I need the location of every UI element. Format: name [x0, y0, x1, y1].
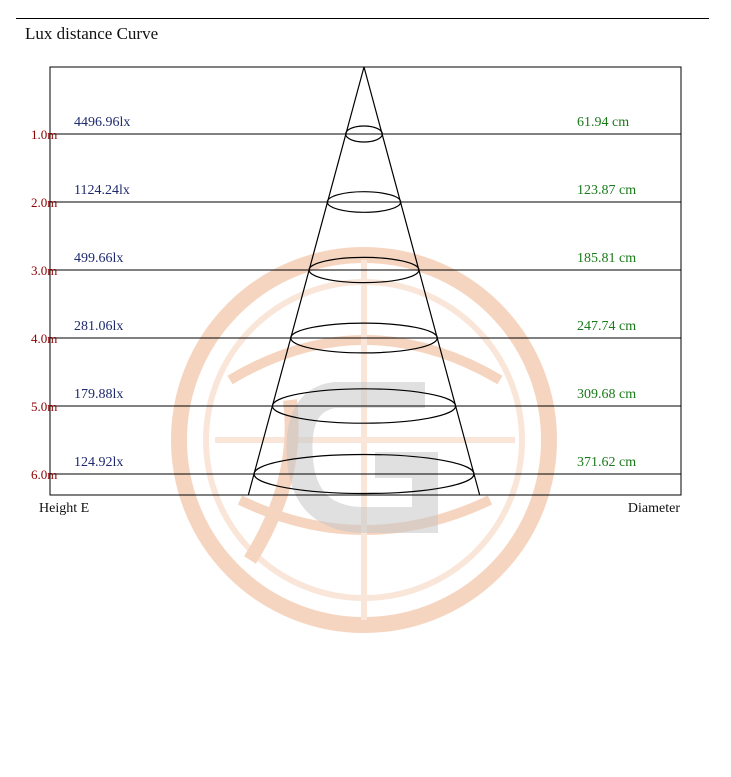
- diameter-label: 61.94 cm: [577, 115, 629, 130]
- beam-edge-right: [363, 66, 481, 496]
- lux-label: 124.92lx: [74, 455, 123, 470]
- diameter-label: 123.87 cm: [577, 183, 636, 198]
- lux-label: 499.66lx: [74, 251, 123, 266]
- x-label-left: Height E: [39, 501, 89, 516]
- height-label: 6.0m: [31, 467, 57, 482]
- lux-label: 1124.24lx: [74, 183, 130, 198]
- diameter-label: 371.62 cm: [577, 455, 636, 470]
- diameter-label: 309.68 cm: [577, 387, 636, 402]
- lux-label: 4496.96lx: [74, 115, 130, 130]
- diameter-label: 185.81 cm: [577, 251, 636, 266]
- height-label: 3.0m: [31, 263, 57, 278]
- lux-label: 179.88lx: [74, 387, 123, 402]
- diameter-label: 247.74 cm: [577, 319, 636, 334]
- height-label: 2.0m: [31, 195, 57, 210]
- chart-title: Lux distance Curve: [25, 24, 159, 43]
- top-rule: [16, 18, 709, 19]
- height-label: 1.0m: [31, 127, 57, 142]
- beam-edge-left: [247, 66, 365, 496]
- chart-frame: [49, 66, 682, 496]
- height-label: 5.0m: [31, 399, 57, 414]
- x-label-right: Diameter: [628, 501, 680, 516]
- height-label: 4.0m: [31, 331, 57, 346]
- lux-label: 281.06lx: [74, 319, 123, 334]
